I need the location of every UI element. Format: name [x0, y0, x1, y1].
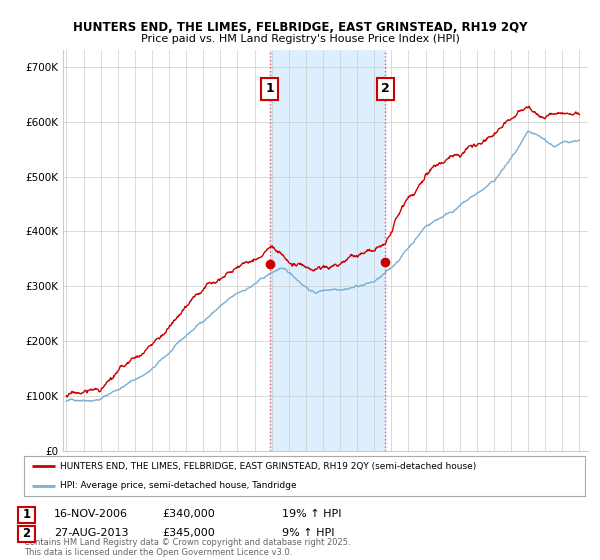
Text: 1: 1: [265, 82, 274, 95]
Text: HUNTERS END, THE LIMES, FELBRIDGE, EAST GRINSTEAD, RH19 2QY (semi-detached house: HUNTERS END, THE LIMES, FELBRIDGE, EAST …: [61, 461, 477, 471]
Text: HPI: Average price, semi-detached house, Tandridge: HPI: Average price, semi-detached house,…: [61, 481, 297, 491]
Text: 1: 1: [22, 507, 31, 521]
Text: Contains HM Land Registry data © Crown copyright and database right 2025.
This d: Contains HM Land Registry data © Crown c…: [24, 538, 350, 557]
Text: 2: 2: [381, 82, 390, 95]
Text: 27-AUG-2013: 27-AUG-2013: [54, 528, 128, 538]
Text: £340,000: £340,000: [162, 509, 215, 519]
Text: HUNTERS END, THE LIMES, FELBRIDGE, EAST GRINSTEAD, RH19 2QY: HUNTERS END, THE LIMES, FELBRIDGE, EAST …: [73, 21, 527, 34]
Text: Price paid vs. HM Land Registry's House Price Index (HPI): Price paid vs. HM Land Registry's House …: [140, 34, 460, 44]
Text: 2: 2: [22, 526, 31, 540]
Text: 19% ↑ HPI: 19% ↑ HPI: [282, 509, 341, 519]
Bar: [269, 50, 385, 451]
Text: 9% ↑ HPI: 9% ↑ HPI: [282, 528, 335, 538]
Text: 16-NOV-2006: 16-NOV-2006: [54, 509, 128, 519]
Text: £345,000: £345,000: [162, 528, 215, 538]
